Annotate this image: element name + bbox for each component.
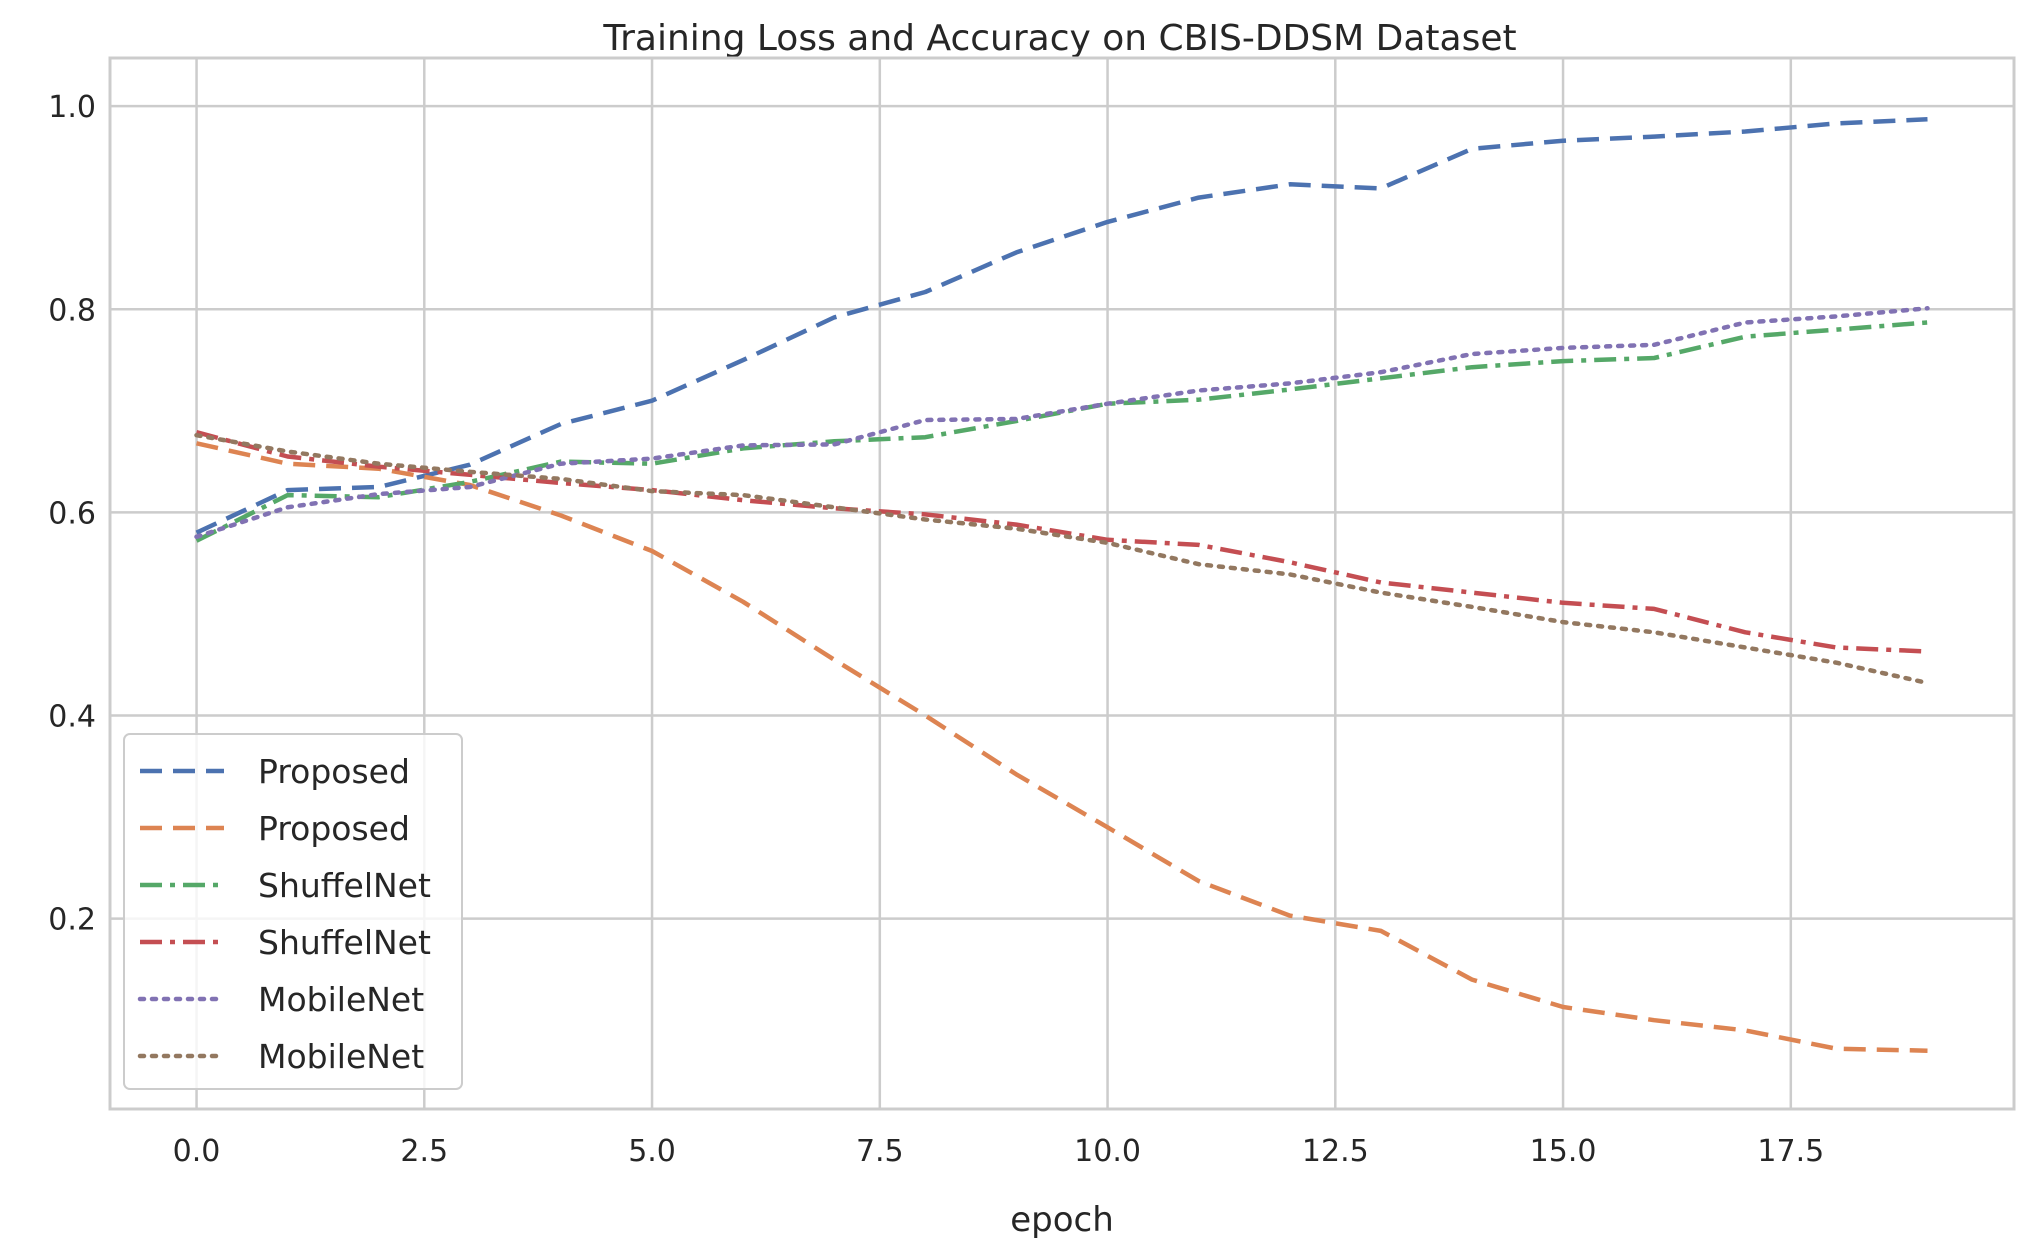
legend-label: MobileNet	[258, 1037, 424, 1076]
x-tick-label: 5.0	[628, 1134, 676, 1169]
legend-label: ShuffelNet	[258, 866, 431, 905]
x-tick-label: 0.0	[173, 1134, 221, 1169]
x-tick-label: 10.0	[1074, 1134, 1141, 1169]
chart-title: Training Loss and Accuracy on CBIS-DDSM …	[602, 18, 1516, 59]
legend-label: Proposed	[258, 809, 410, 848]
y-axis-ticks: 0.2 0.4 0.6 0.8 1.0	[48, 90, 96, 938]
x-tick-label: 15.0	[1530, 1134, 1597, 1169]
plot-area-frame	[108, 56, 2016, 1111]
legend-box	[123, 733, 463, 1090]
y-tick-label: 0.8	[48, 293, 96, 328]
x-axis-ticks: 0.0 2.5 5.0 7.5 10.0 12.5 15.0 17.5	[173, 1134, 1825, 1169]
y-tick-label: 0.4	[48, 700, 96, 735]
series-line-5	[194, 306, 1930, 540]
series-line-1	[195, 117, 1928, 535]
x-tick-label: 12.5	[1302, 1134, 1369, 1169]
legend-label: Proposed	[258, 752, 410, 791]
y-tick-label: 0.6	[48, 496, 96, 531]
x-tick-label: 2.5	[400, 1134, 448, 1169]
series-line-4	[195, 430, 1928, 654]
series-lines	[194, 117, 1930, 1053]
legend: Proposed Proposed ShuffelNet ShuffelNet Mobi…	[123, 733, 463, 1090]
series-line-3	[195, 320, 1928, 543]
y-tick-label: 1.0	[48, 90, 96, 125]
legend-label: MobileNet	[258, 980, 424, 1019]
grid	[110, 58, 2014, 1109]
legend-label: ShuffelNet	[258, 923, 431, 962]
x-tick-label: 17.5	[1757, 1134, 1824, 1169]
x-tick-label: 7.5	[856, 1134, 904, 1169]
y-tick-label: 0.2	[48, 903, 96, 938]
series-line-6	[194, 432, 1930, 686]
x-axis-label: epoch	[1010, 1200, 1114, 1240]
